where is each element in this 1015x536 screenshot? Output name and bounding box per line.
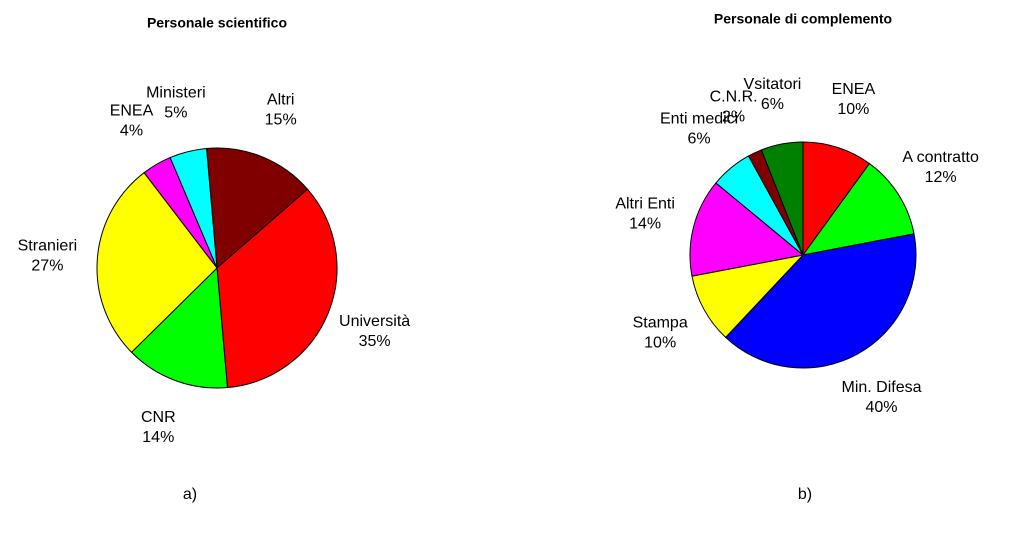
pie-slice (96, 171, 218, 353)
caption: a) (183, 486, 197, 503)
slice-value-label: 14% (629, 216, 661, 233)
slice-value-label: 10% (644, 335, 676, 352)
pie-slice (724, 233, 917, 369)
slice-label: Min. Difesa (842, 379, 922, 396)
pie-slice (801, 162, 915, 256)
slice-label: Stampa (633, 315, 688, 332)
slice-value-label: 6% (761, 96, 784, 113)
slice-label: Università (339, 313, 410, 330)
slice-label: ENEA (832, 81, 876, 98)
slice-value-label: 35% (359, 333, 391, 350)
slice-value-label: 27% (31, 257, 63, 274)
slice-value-label: 10% (837, 101, 869, 118)
slice-value-label: 2% (722, 109, 745, 126)
slice-value-label: 12% (925, 169, 957, 186)
pie-slice (689, 182, 805, 277)
chart-title: Personale scientifico (147, 15, 287, 31)
pie-slice (760, 141, 804, 256)
slice-value-label: 15% (265, 112, 297, 129)
pie-slice (216, 188, 338, 389)
slice-label: Vsitatori (744, 76, 802, 93)
slice-label: C.N.R. (710, 89, 758, 106)
slice-label: CNR (141, 409, 176, 426)
pie-slice (169, 147, 218, 269)
pie-slice (691, 254, 805, 339)
slice-label: Enti medici (660, 111, 738, 128)
slice-value-label: 5% (164, 104, 187, 121)
pie-slice (802, 141, 871, 257)
slice-value-label: 6% (688, 131, 711, 148)
slice-value-label: 40% (866, 399, 898, 416)
slice-label: Altri Enti (615, 196, 675, 213)
slice-label: Stranieri (18, 237, 78, 254)
slice-label: ENEA (110, 102, 154, 119)
slice-label: Ministeri (146, 84, 206, 101)
pie-slice (130, 266, 229, 389)
chart-title: Personale di complemento (714, 11, 892, 27)
slice-value-label: 4% (120, 122, 143, 139)
slice-value-label: 14% (142, 429, 174, 446)
pie-slice (205, 147, 309, 270)
slice-label: A contratto (902, 149, 979, 166)
caption: b) (798, 486, 812, 503)
slice-label: Altri (267, 92, 295, 109)
